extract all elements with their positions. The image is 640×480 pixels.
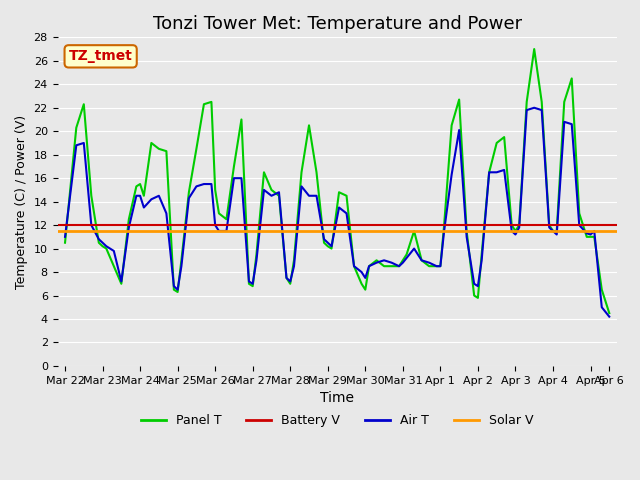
X-axis label: Time: Time xyxy=(320,391,354,405)
Text: TZ_tmet: TZ_tmet xyxy=(68,49,132,63)
Title: Tonzi Tower Met: Temperature and Power: Tonzi Tower Met: Temperature and Power xyxy=(152,15,522,33)
Legend: Panel T, Battery V, Air T, Solar V: Panel T, Battery V, Air T, Solar V xyxy=(136,409,539,432)
Y-axis label: Temperature (C) / Power (V): Temperature (C) / Power (V) xyxy=(15,115,28,288)
